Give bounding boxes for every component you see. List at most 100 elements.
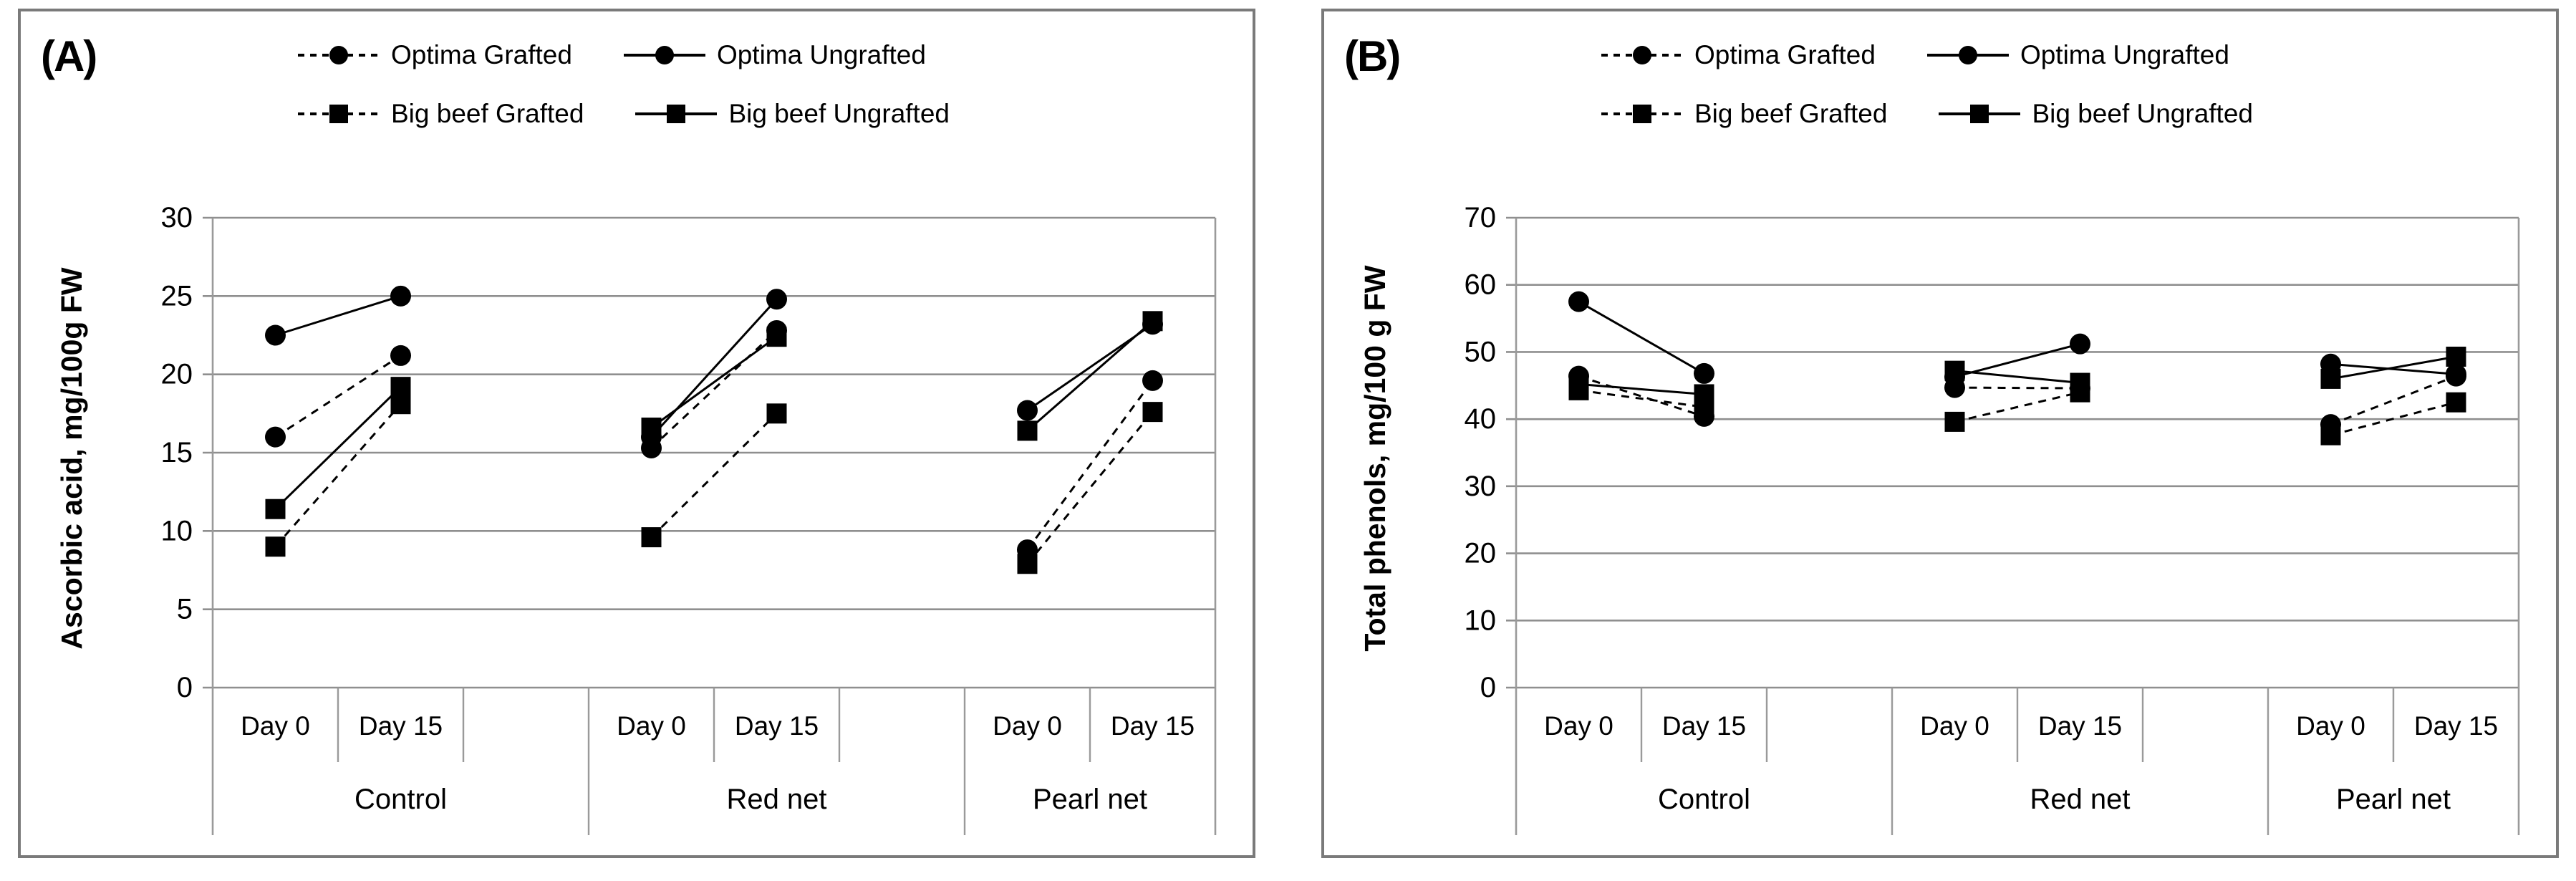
legend-row: Optima Grafted Optima Ungrafted [296,40,950,70]
y-tick-label: 40 [1465,403,1497,435]
legend-label: Optima Ungrafted [2020,40,2229,69]
data-point [390,345,411,366]
data-point [390,285,411,307]
y-tick-label: 30 [161,202,193,234]
data-point [1142,311,1163,332]
legend-label: Optima Grafted [391,40,572,69]
y-tick-label: 10 [161,515,193,547]
data-point [1944,411,1965,432]
chart-panel-a: (A) Optima Grafted Optima Ungrafted Big be… [18,9,1255,858]
data-point [1017,554,1038,574]
series-big-beef-ungrafted [265,311,1163,519]
day-label: Day 15 [2038,711,2122,741]
y-tick-label: 15 [161,437,193,468]
legend-item-big-beef-ungrafted: Big beef Ungrafted [634,99,950,129]
data-point [390,394,411,415]
legend-label: Optima Grafted [1694,40,1876,69]
data-point [2446,392,2466,413]
y-tick-label: 50 [1465,336,1497,367]
data-point [265,536,286,557]
legend-label: Big beef Grafted [391,99,584,128]
gridlines: 0 10 20 30 40 50 60 70 [1465,202,2519,703]
dashed-line-circle-icon [1601,46,1683,64]
data-point [265,426,286,448]
chart-panel-b: (B) Optima Grafted Optima Ungrafted Big be… [1321,9,2559,858]
series-big-beef-grafted [265,394,1163,574]
day-label: Day 0 [241,711,310,741]
legend-row: Big beef Grafted Big beef Ungrafted [296,99,950,129]
legend-item-optima-ungrafted: Optima Ungrafted [1926,40,2229,70]
group-label-pearl-net: Pearl net [1033,784,1147,815]
y-tick-label: 30 [1465,471,1497,502]
data-point [2320,368,2341,389]
data-point [1568,374,1589,395]
legend-item-optima-grafted: Optima Grafted [1600,40,1876,70]
day-label: Day 15 [1662,711,1746,741]
dashed-line-circle-icon [298,46,380,64]
x-axis-labels: Day 0 Day 15 Day 0 Day 15 Day 0 Day 15 Control… [241,711,1195,815]
series-big-beef-ungrafted [1568,346,2466,405]
data-point [1694,362,1714,384]
data-point [1944,360,1965,381]
day-label: Day 15 [735,711,819,741]
legend: Optima Grafted Optima Ungrafted Big beef G… [1600,40,2253,129]
data-point [2446,346,2466,367]
axis-frame [1515,218,2520,835]
day-label: Day 15 [359,711,443,741]
dashed-line-square-icon [298,105,380,123]
y-tick-label: 20 [1465,538,1497,569]
data-point [641,418,662,438]
legend-item-big-beef-grafted: Big beef Grafted [296,99,584,129]
group-label-control: Control [1658,784,1750,815]
axis-frame [211,218,1217,835]
solid-line-circle-icon [623,46,705,64]
legend-label: Big beef Ungrafted [728,99,950,128]
day-label: Day 0 [1544,711,1613,741]
day-label: Day 0 [617,711,686,741]
gridlines: 0 5 10 15 20 25 30 [161,202,1215,703]
data-point [641,527,662,548]
solid-line-square-icon [1939,105,2021,123]
group-label-pearl-net: Pearl net [2336,784,2451,815]
data-point [265,324,286,346]
data-point [1568,291,1589,312]
data-point [1017,420,1038,441]
legend-item-optima-grafted: Optima Grafted [296,40,572,70]
data-point [2446,363,2466,385]
data-point [766,403,787,424]
data-point [2320,425,2341,446]
legend-item-optima-ungrafted: Optima Ungrafted [622,40,926,70]
legend-label: Big beef Grafted [1694,99,1888,128]
y-tick-label: 0 [1480,672,1496,703]
day-label: Day 0 [1920,711,1989,741]
panel-b-title: (B) [1344,32,1401,80]
y-tick-label: 5 [177,594,193,625]
solid-line-circle-icon [1926,46,2009,64]
data-point [1142,402,1163,423]
legend-label: Optima Ungrafted [716,40,926,69]
group-label-red-net: Red net [726,784,826,815]
y-tick-label: 25 [161,280,193,312]
legend-item-big-beef-ungrafted: Big beef Ungrafted [1937,99,2253,129]
dashed-line-square-icon [1601,105,1683,123]
y-tick-label: 0 [177,672,193,703]
day-label: Day 15 [1111,711,1195,741]
y-tick-label: 60 [1465,269,1497,301]
legend-item-big-beef-grafted: Big beef Grafted [1600,99,1887,129]
data-point [2070,333,2090,355]
legend: Optima Grafted Optima Ungrafted Big beef G… [296,40,950,129]
data-point [766,289,787,310]
data-point [2070,372,2090,393]
group-label-control: Control [354,784,447,815]
legend-row: Optima Grafted Optima Ungrafted [1600,40,2253,70]
data-point [1142,370,1163,391]
panel-a-title: (A) [41,32,97,80]
legend-row: Big beef Grafted Big beef Ungrafted [1600,99,2253,129]
day-label: Day 15 [2414,711,2498,741]
data-point [1694,384,1714,405]
y-tick-label: 20 [161,359,193,390]
data-point [1017,400,1038,421]
x-axis-labels: Day 0 Day 15 Day 0 Day 15 Day 0 Day 15 Control… [1544,711,2498,815]
